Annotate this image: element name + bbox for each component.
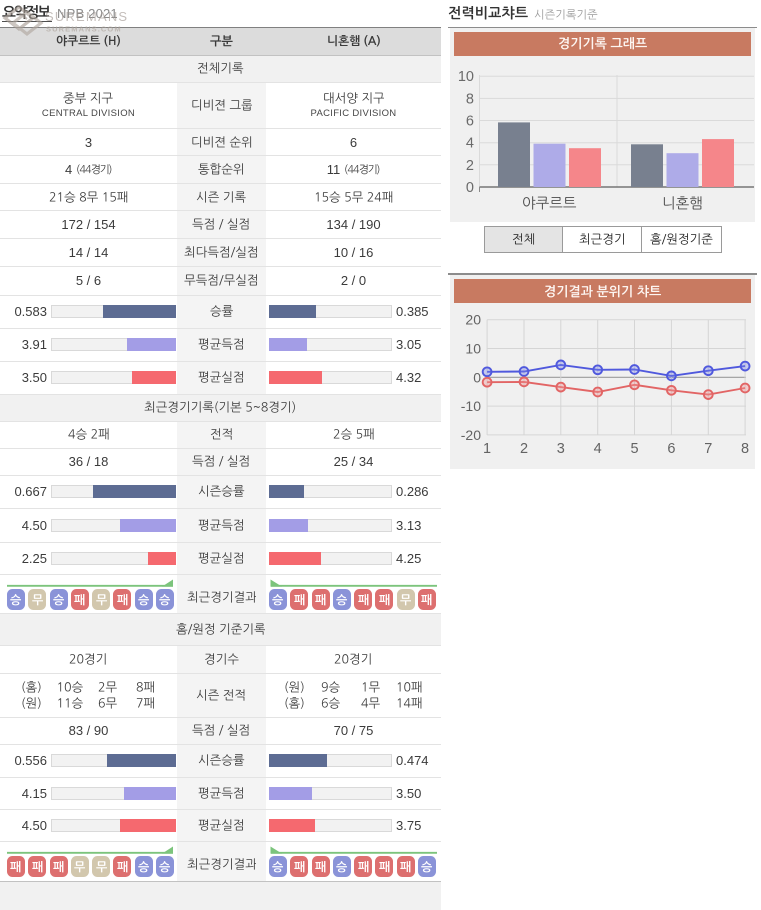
svg-text:8: 8 (741, 441, 749, 457)
svg-text:1: 1 (483, 441, 491, 457)
svg-text:-20: -20 (461, 427, 481, 443)
svg-text:6: 6 (466, 114, 474, 130)
svg-text:8: 8 (466, 91, 474, 107)
svg-text:0: 0 (466, 180, 474, 196)
svg-text:-10: -10 (461, 398, 481, 414)
svg-text:2: 2 (520, 441, 528, 457)
svg-text:4: 4 (466, 136, 474, 152)
svg-text:3: 3 (557, 441, 565, 457)
svg-text:SUREMANS.COM: SUREMANS.COM (46, 25, 122, 34)
svg-text:5: 5 (630, 441, 638, 457)
svg-text:10: 10 (458, 69, 474, 85)
svg-text:7: 7 (704, 441, 712, 457)
svg-text:4: 4 (594, 441, 602, 457)
svg-text:6: 6 (667, 441, 675, 457)
svg-text:20: 20 (465, 312, 481, 328)
svg-text:0: 0 (473, 369, 481, 385)
svg-text:2: 2 (466, 158, 474, 174)
svg-text:10: 10 (465, 341, 481, 357)
svg-text:SUREMANS: SUREMANS (45, 9, 128, 24)
